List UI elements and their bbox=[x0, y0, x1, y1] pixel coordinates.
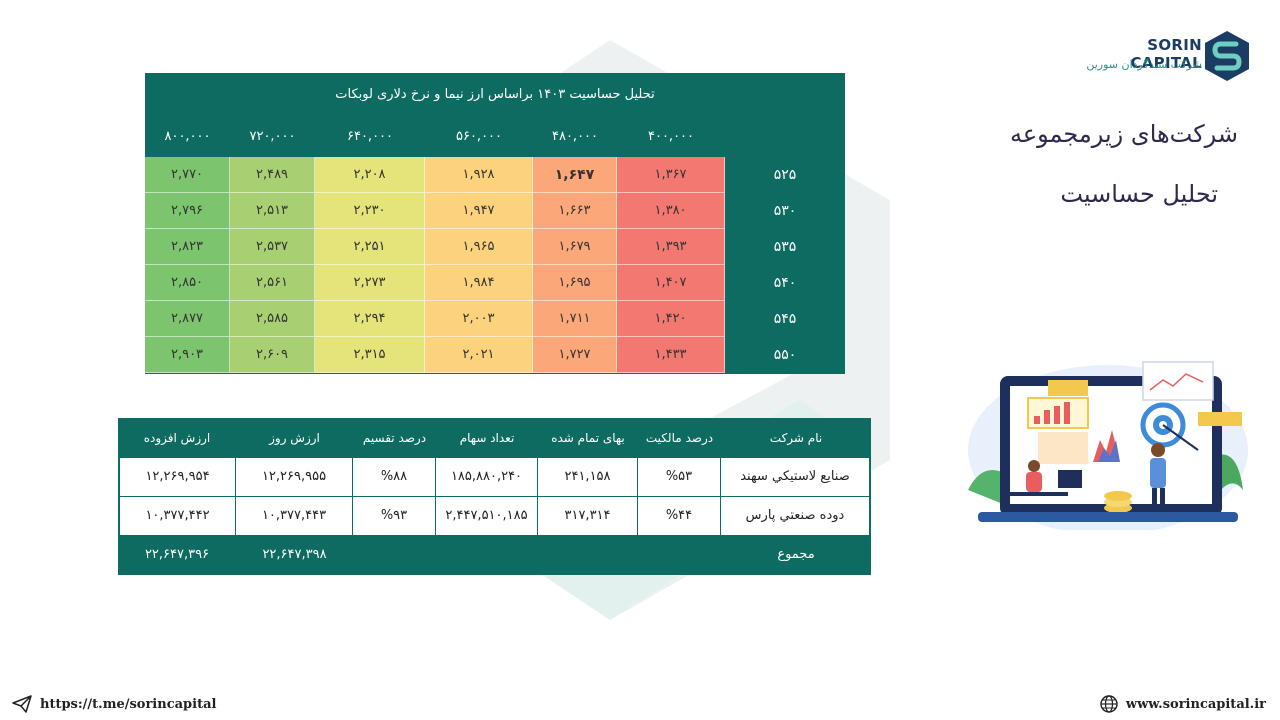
sensitivity-cell: ۲,۶۰۹ bbox=[230, 337, 315, 373]
website-link[interactable]: www.sorincapital.ir bbox=[1100, 694, 1266, 714]
header-dividend: درصد تقسیم bbox=[362, 431, 427, 445]
sensitivity-cell: ۲,۷۷۰ bbox=[145, 157, 230, 193]
dividend-value: %۹۳ bbox=[353, 497, 436, 535]
sensitivity-cell: ۲,۵۸۵ bbox=[230, 301, 315, 337]
header-shares: تعداد سهام bbox=[459, 431, 515, 445]
company-name: دوده صنعتي پارس bbox=[745, 508, 845, 523]
sensitivity-cell: ۱,۶۶۳ bbox=[533, 193, 617, 229]
sensitivity-cell: ۲,۳۱۵ bbox=[315, 337, 425, 373]
logo-subtitle: شرکت سبدگردان سورین bbox=[1086, 58, 1202, 71]
sensitivity-cell: ۲,۹۰۳ bbox=[145, 337, 230, 373]
total-market-value: ۲۲,۶۴۷,۳۹۸ bbox=[262, 547, 327, 562]
sensitivity-cell: ۱,۹۲۸ bbox=[425, 157, 533, 193]
row-label: ۵۳۵ bbox=[773, 239, 797, 255]
send-icon bbox=[12, 695, 32, 713]
company-name: صنایع لاستیکي سهند bbox=[740, 469, 850, 484]
website-url: www.sorincapital.ir bbox=[1125, 696, 1266, 712]
analytics-illustration bbox=[968, 361, 1248, 530]
sensitivity-cell: ۲,۲۵۱ bbox=[315, 229, 425, 265]
header-ownership: درصد مالکیت bbox=[645, 431, 714, 445]
sensitivity-cell: ۱,۷۲۷ bbox=[533, 337, 617, 373]
telegram-url: https://t.me/sorincapital bbox=[40, 696, 217, 712]
sensitivity-cell: ۱,۴۲۰ bbox=[617, 301, 725, 337]
header-company-name: نام شرکت bbox=[769, 431, 823, 445]
page-title: شرکت‌های زیرمجموعه bbox=[1009, 120, 1238, 148]
sensitivity-cell: ۱,۳۹۳ bbox=[617, 229, 725, 265]
sensitivity-cell: ۱,۶۴۷ bbox=[533, 157, 617, 193]
sensitivity-title: تحلیل حساسیت ۱۴۰۳ براساس ارز نیما و نرخ … bbox=[335, 87, 655, 102]
sensitivity-cell: ۲,۲۹۴ bbox=[315, 301, 425, 337]
row-label: ۵۵۰ bbox=[773, 347, 797, 363]
sensitivity-cell: ۲,۰۲۱ bbox=[425, 337, 533, 373]
sensitivity-cell: ۲,۵۳۷ bbox=[230, 229, 315, 265]
sensitivity-cell: ۱,۶۹۵ bbox=[533, 265, 617, 301]
cost-value: ۳۱۷,۳۱۴ bbox=[538, 497, 638, 535]
added-value: ۱۲,۲۶۹,۹۵۴ bbox=[120, 458, 236, 496]
sensitivity-cell: ۲,۴۸۹ bbox=[230, 157, 315, 193]
globe-icon bbox=[1100, 695, 1118, 713]
sensitivity-cell: ۱,۹۶۵ bbox=[425, 229, 533, 265]
ownership-value: %۴۴ bbox=[638, 497, 721, 535]
total-label: مجموع bbox=[777, 547, 815, 562]
sensitivity-cell: ۲,۷۹۶ bbox=[145, 193, 230, 229]
table-row: صنایع لاستیکي سهند %۵۳ ۲۴۱,۱۵۸ ۱۸۵,۸۸۰,۲… bbox=[120, 458, 869, 496]
column-header: ۸۰۰,۰۰۰ bbox=[164, 129, 211, 144]
cost-value: ۲۴۱,۱۵۸ bbox=[538, 458, 638, 496]
logo-text: SORIN CAPITAL bbox=[1130, 36, 1202, 72]
telegram-link[interactable]: https://t.me/sorincapital bbox=[12, 694, 216, 714]
sensitivity-cell: ۲,۰۰۳ bbox=[425, 301, 533, 337]
market-value: ۱۰,۳۷۷,۴۴۳ bbox=[236, 497, 353, 535]
row-label: ۵۳۰ bbox=[773, 203, 797, 219]
sensitivity-cell: ۱,۴۰۷ bbox=[617, 265, 725, 301]
sensitivity-cell: ۲,۵۶۱ bbox=[230, 265, 315, 301]
sensitivity-cell: ۲,۵۱۳ bbox=[230, 193, 315, 229]
column-header: ۵۶۰,۰۰۰ bbox=[455, 129, 503, 144]
column-header: ۴۰۰,۰۰۰ bbox=[647, 129, 695, 144]
column-header: ۶۴۰,۰۰۰ bbox=[346, 129, 394, 144]
added-value: ۱۰,۳۷۷,۴۴۲ bbox=[120, 497, 236, 535]
sensitivity-cell: ۲,۲۳۰ bbox=[315, 193, 425, 229]
sensitivity-cell: ۲,۲۰۸ bbox=[315, 157, 425, 193]
shares-value: ۲,۴۴۷,۵۱۰,۱۸۵ bbox=[436, 497, 538, 535]
table-row: دوده صنعتي پارس %۴۴ ۳۱۷,۳۱۴ ۲,۴۴۷,۵۱۰,۱۸… bbox=[120, 497, 869, 535]
sensitivity-cell: ۱,۴۳۳ bbox=[617, 337, 725, 373]
sensitivity-cell: ۱,۶۷۹ bbox=[533, 229, 617, 265]
sensitivity-cell: ۲,۸۵۰ bbox=[145, 265, 230, 301]
page-subtitle: تحلیل حساسیت bbox=[1060, 180, 1218, 208]
market-value: ۱۲,۲۶۹,۹۵۵ bbox=[236, 458, 353, 496]
row-label: ۵۴۰ bbox=[773, 275, 797, 291]
ownership-value: %۵۳ bbox=[638, 458, 721, 496]
sensitivity-cell: ۱,۳۶۷ bbox=[617, 157, 725, 193]
dividend-value: %۸۸ bbox=[353, 458, 436, 496]
shares-value: ۱۸۵,۸۸۰,۲۴۰ bbox=[436, 458, 538, 496]
row-label: ۵۲۵ bbox=[773, 167, 797, 183]
sensitivity-cell: ۱,۳۸۰ bbox=[617, 193, 725, 229]
header-market-value: ارزش روز bbox=[269, 431, 320, 445]
column-header: ۷۲۰,۰۰۰ bbox=[249, 129, 296, 144]
header-cost: بهای تمام شده bbox=[551, 431, 625, 445]
logo-icon bbox=[1205, 31, 1249, 81]
sensitivity-cell: ۲,۲۷۳ bbox=[315, 265, 425, 301]
sensitivity-cell: ۱,۷۱۱ bbox=[533, 301, 617, 337]
companies-table: نام شرکت درصد مالکیت بهای تمام شده تعداد… bbox=[118, 418, 871, 575]
row-label: ۵۴۵ bbox=[773, 311, 797, 327]
sensitivity-cell: ۲,۸۷۷ bbox=[145, 301, 230, 337]
sensitivity-cell: ۱,۹۴۷ bbox=[425, 193, 533, 229]
column-header: ۴۸۰,۰۰۰ bbox=[551, 129, 599, 144]
sensitivity-cell: ۲,۸۲۳ bbox=[145, 229, 230, 265]
total-added-value: ۲۲,۶۴۷,۳۹۶ bbox=[144, 547, 210, 562]
header-added-value: ارزش افزوده bbox=[143, 431, 211, 445]
sensitivity-table: تحلیل حساسیت ۱۴۰۳ براساس ارز نیما و نرخ … bbox=[145, 73, 845, 374]
sensitivity-cell: ۱,۹۸۴ bbox=[425, 265, 533, 301]
